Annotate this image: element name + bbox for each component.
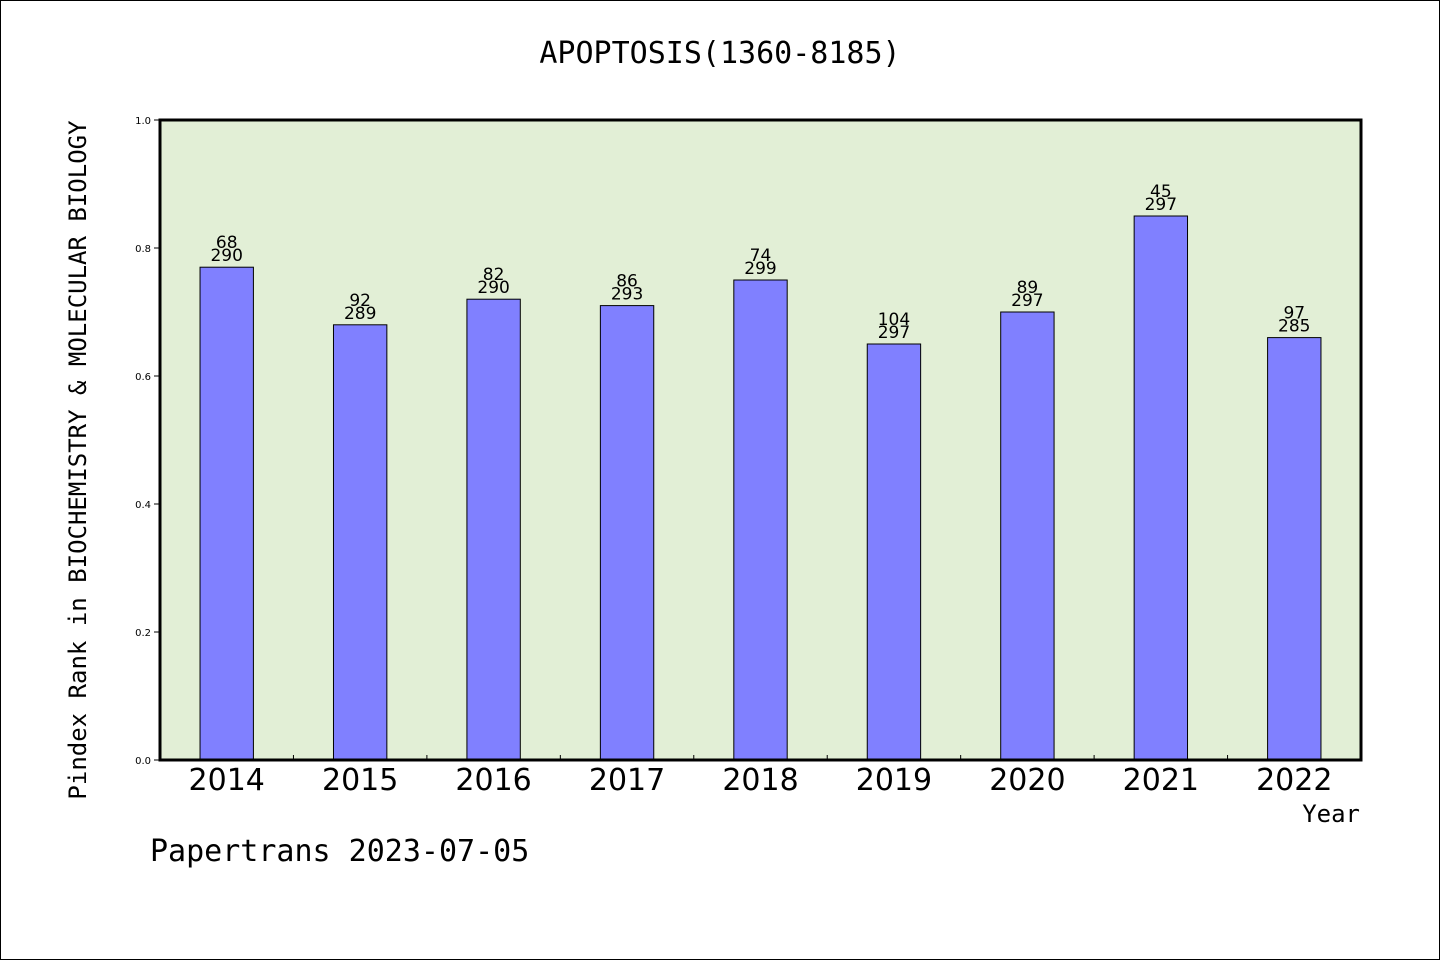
bar-2018 [733,279,788,761]
bar-2017 [599,305,655,761]
bar-2014 [199,266,254,761]
y-tick-label: 0.6 [135,372,151,383]
data-label-total: 285 [1278,317,1310,337]
plot-border [158,118,1363,762]
y-tick-label: 0.8 [135,244,151,255]
data-label-total: 299 [744,259,776,279]
data-label-rank: 86 [616,272,638,292]
data-label-total: 297 [1145,195,1177,215]
footer-credit: Papertrans 2023-07-05 [150,834,530,869]
x-tick-label: 2016 [455,763,531,798]
x-axis-label: Year [1302,800,1360,828]
data-label-rank: 45 [1150,182,1172,202]
x-tick-label: 2020 [989,763,1065,798]
bar-2020 [1000,311,1055,761]
data-label-rank: 104 [878,310,910,330]
bar-2021 [1133,215,1189,761]
bar-2016 [466,298,521,761]
bar-2019 [866,343,922,761]
data-label-rank: 74 [750,246,772,266]
bar-2015 [332,324,388,761]
chart-title: APOPTOSIS(1360-8185) [539,36,901,71]
y-tick-label: 0.0 [135,756,151,767]
data-label-total: 297 [878,323,910,343]
x-tick-label: 2022 [1256,763,1332,798]
y-tick-label: 0.4 [135,500,151,511]
data-label-total: 290 [210,246,242,266]
data-label-rank: 68 [216,233,238,253]
data-label-total: 290 [477,278,509,298]
y-tick-label: 1.0 [135,116,151,127]
data-label-total: 289 [344,304,376,324]
data-label-total: 297 [1011,291,1043,311]
x-tick-label: 2017 [589,763,665,798]
x-tick-label: 2014 [189,763,265,798]
data-label-rank: 97 [1283,304,1305,324]
y-tick-label: 0.2 [135,628,151,639]
x-tick-label: 2015 [322,763,398,798]
x-tick-label: 2021 [1123,763,1199,798]
x-tick-label: 2019 [856,763,932,798]
x-tick-label: 2018 [722,763,798,798]
data-label-total: 293 [611,285,643,305]
data-label-rank: 92 [349,291,371,311]
data-label-rank: 82 [483,265,505,285]
bar-2022 [1267,337,1322,761]
data-label-rank: 89 [1017,278,1039,298]
